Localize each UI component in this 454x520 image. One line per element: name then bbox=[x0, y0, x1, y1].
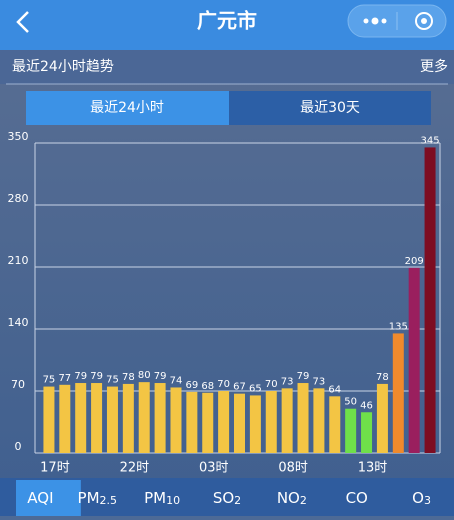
bar bbox=[345, 408, 357, 453]
value-label: 70 bbox=[217, 379, 230, 390]
y-tick-label: 70 bbox=[11, 378, 25, 391]
tab[interactable] bbox=[229, 91, 431, 125]
bar bbox=[234, 393, 245, 453]
tab-sub: 3 bbox=[424, 494, 431, 507]
value-label: 69 bbox=[185, 380, 198, 391]
y-tick-label: 0 bbox=[15, 440, 22, 453]
section-title: 最近24小时趋势 bbox=[12, 59, 114, 75]
page-title: 广元市 bbox=[197, 9, 257, 33]
value-label: 64 bbox=[328, 384, 341, 395]
value-label: 78 bbox=[376, 372, 389, 383]
pollutant-tabs: AQI PM2.5 PM10 SO2 NO2 CO O3 bbox=[16, 480, 431, 516]
value-label: 79 bbox=[154, 371, 167, 382]
tab-sub: 2 bbox=[300, 494, 307, 507]
bar bbox=[170, 387, 182, 453]
tab-main: SO bbox=[213, 489, 234, 507]
tab-active[interactable] bbox=[26, 91, 229, 125]
bar bbox=[106, 386, 118, 453]
pollutant-tab[interactable]: PM10 bbox=[144, 489, 180, 508]
value-label: 68 bbox=[201, 381, 214, 392]
value-label: 65 bbox=[249, 383, 262, 394]
x-tick-label: 13时 bbox=[358, 461, 388, 476]
pollutant-tab[interactable]: PM2.5 bbox=[78, 489, 118, 508]
tab-sub: 2.5 bbox=[100, 494, 118, 507]
tab-main: NO bbox=[277, 489, 300, 507]
value-label: 79 bbox=[297, 371, 310, 382]
bar bbox=[186, 391, 198, 453]
tab-main: PM bbox=[78, 489, 100, 507]
value-label: 73 bbox=[281, 376, 294, 387]
y-tick-label: 280 bbox=[8, 192, 29, 205]
value-label: 75 bbox=[106, 375, 119, 386]
value-label: 78 bbox=[122, 372, 135, 383]
section-bar bbox=[0, 50, 454, 84]
value-label: 77 bbox=[58, 373, 71, 384]
value-label: 80 bbox=[138, 370, 151, 381]
bar bbox=[392, 333, 404, 453]
x-tick-label: 08时 bbox=[278, 461, 308, 476]
y-tick-label: 210 bbox=[8, 254, 29, 267]
more-link[interactable]: 更多 bbox=[420, 58, 448, 75]
value-label: 209 bbox=[405, 256, 424, 267]
bar bbox=[43, 386, 55, 453]
tab-sub: 2 bbox=[234, 494, 241, 507]
x-tick-label: 03时 bbox=[199, 461, 229, 476]
y-tick-label: 350 bbox=[8, 130, 29, 143]
bar bbox=[154, 383, 166, 453]
value-label: 74 bbox=[170, 375, 183, 386]
bar bbox=[138, 382, 150, 453]
bar bbox=[218, 391, 230, 453]
tab-label[interactable]: 最近30天 bbox=[300, 100, 360, 116]
bar bbox=[361, 412, 373, 453]
pollutant-tab[interactable]: O3 bbox=[412, 489, 431, 508]
y-tick-label: 140 bbox=[8, 316, 29, 329]
bar bbox=[281, 388, 293, 453]
value-label: 73 bbox=[313, 376, 326, 387]
bar bbox=[122, 383, 134, 453]
bar bbox=[297, 383, 309, 453]
value-label: 79 bbox=[74, 371, 87, 382]
value-label: 50 bbox=[344, 397, 357, 408]
bar bbox=[59, 384, 71, 453]
bar bbox=[408, 267, 420, 453]
pollutant-tab[interactable]: NO2 bbox=[277, 489, 307, 508]
close-button[interactable] bbox=[415, 12, 433, 30]
pollutant-tab[interactable]: AQI bbox=[27, 489, 53, 507]
tab-main: PM bbox=[144, 489, 166, 507]
tab-label[interactable]: 最近24小时 bbox=[90, 100, 164, 116]
bar bbox=[202, 392, 214, 453]
value-label: 75 bbox=[43, 375, 56, 386]
bar bbox=[75, 383, 87, 453]
tab-main: CO bbox=[346, 489, 368, 507]
back-button[interactable] bbox=[16, 11, 29, 33]
pollutant-tab[interactable]: CO bbox=[346, 489, 368, 507]
x-tick-label: 22时 bbox=[120, 461, 150, 476]
bar bbox=[91, 383, 103, 453]
bar bbox=[313, 388, 325, 453]
x-tick-label: 17时 bbox=[40, 461, 70, 476]
pollutant-tab-active bbox=[16, 480, 81, 516]
value-label: 67 bbox=[233, 382, 246, 393]
value-label: 345 bbox=[421, 135, 440, 146]
bar bbox=[424, 147, 436, 453]
tab-sub: 10 bbox=[166, 494, 180, 507]
pollutant-tab[interactable]: SO2 bbox=[213, 489, 241, 508]
bar bbox=[265, 391, 277, 453]
value-label: 79 bbox=[90, 371, 103, 382]
bar bbox=[376, 383, 388, 453]
menu-button[interactable] bbox=[363, 17, 387, 25]
value-label: 46 bbox=[360, 400, 373, 411]
bar bbox=[329, 396, 341, 453]
value-label: 70 bbox=[265, 379, 278, 390]
tab-main: O bbox=[412, 489, 424, 507]
bar bbox=[249, 395, 261, 453]
tab-main: AQI bbox=[27, 489, 53, 507]
value-label: 135 bbox=[389, 321, 408, 332]
